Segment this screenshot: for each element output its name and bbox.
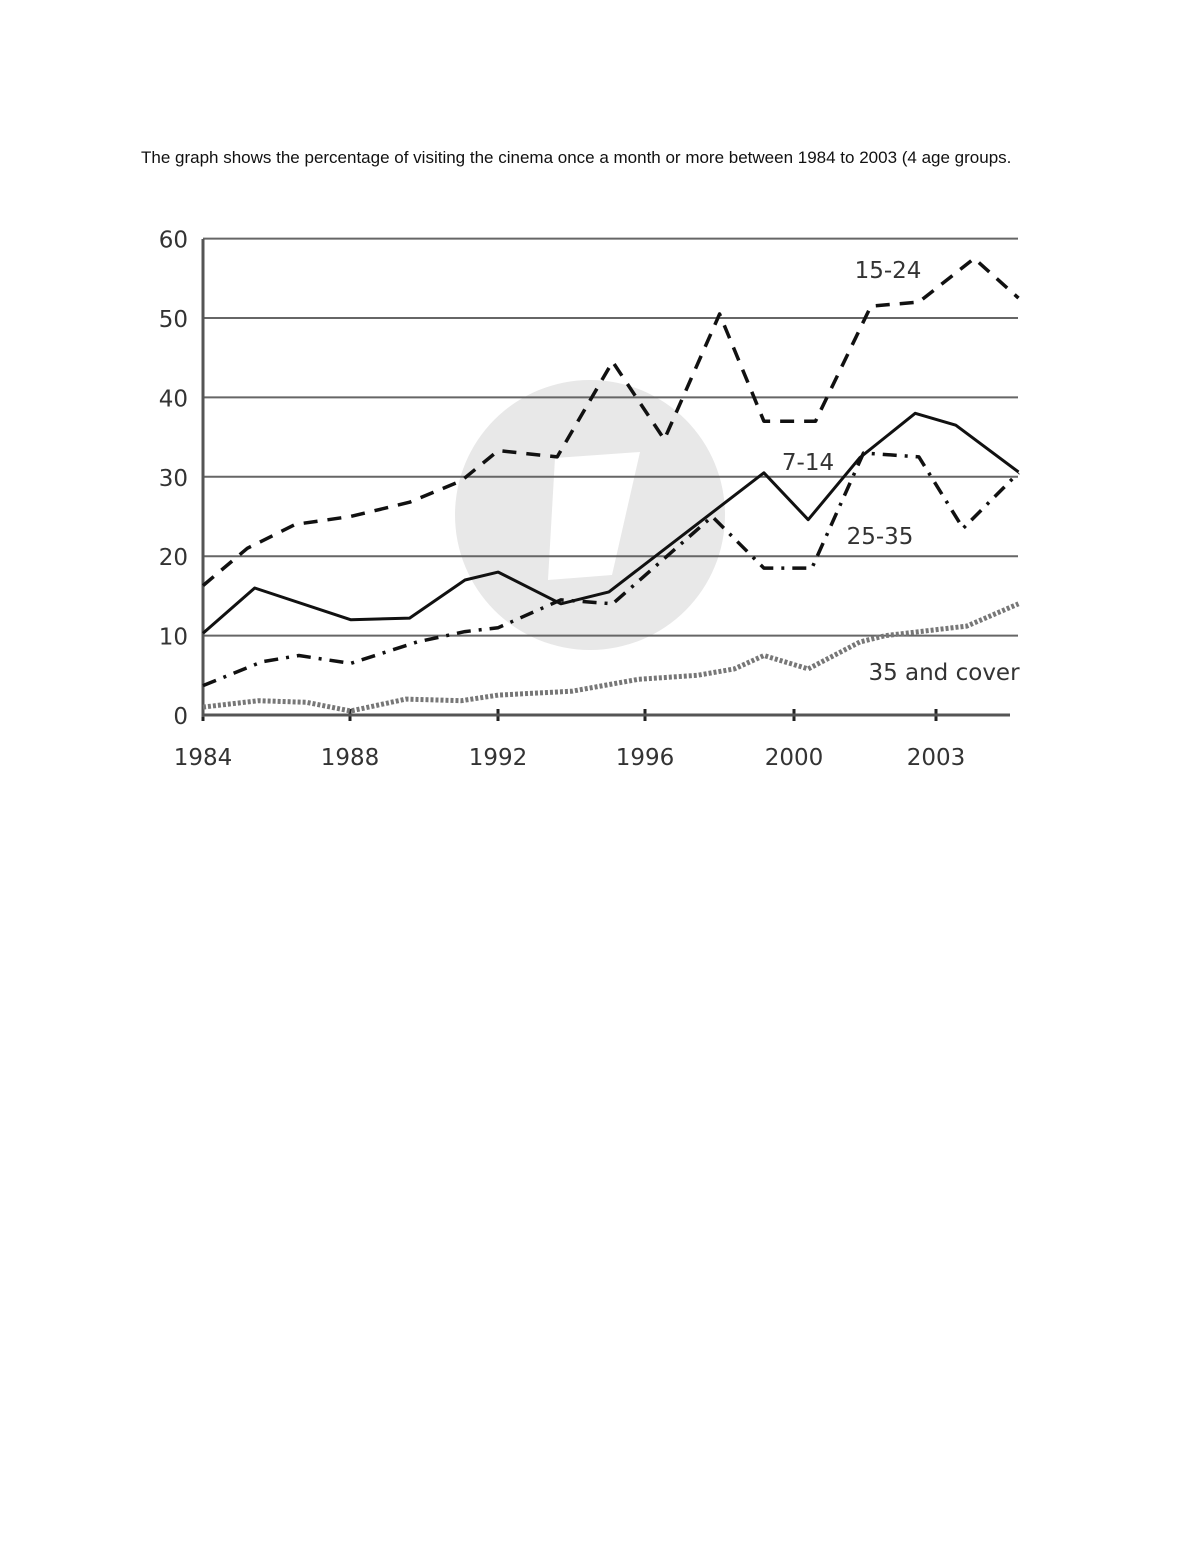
x-axis-ticks: 1984 1988 1992 1996 2000 2003 — [174, 709, 966, 771]
y-axis-ticks: 0 10 20 30 40 50 60 — [159, 228, 188, 730]
series-labels: 7-14 15-24 25-35 35 and cover — [782, 258, 1020, 686]
series-label: 25-35 — [847, 524, 914, 550]
x-tick-label: 2000 — [765, 745, 824, 771]
watermark — [455, 380, 725, 650]
series-7-14 — [202, 411, 1020, 635]
x-tick-label: 2003 — [907, 745, 966, 771]
series-25-35 — [202, 451, 1020, 688]
series-label: 7-14 — [782, 450, 834, 476]
y-tick-label: 20 — [159, 545, 188, 571]
chart-caption: The graph shows the percentage of visiti… — [141, 148, 1012, 167]
series-label: 35 and cover — [868, 660, 1020, 686]
data-series — [201, 256, 1020, 714]
y-tick-label: 60 — [159, 228, 188, 254]
line-chart: 0 10 20 30 40 50 60 1984 1988 1992 1996 2000 2003 7… — [159, 228, 1020, 771]
y-tick-label: 0 — [173, 704, 188, 730]
x-tick-label: 1992 — [469, 745, 528, 771]
y-tick-label: 40 — [159, 386, 188, 412]
x-tick-label: 1996 — [616, 745, 675, 771]
series-35-and-over — [202, 601, 1020, 714]
y-tick-label: 10 — [159, 625, 188, 651]
series-15-24 — [201, 256, 1020, 587]
x-tick-label: 1988 — [321, 745, 380, 771]
y-tick-label: 50 — [159, 307, 188, 333]
x-tick-label: 1984 — [174, 745, 233, 771]
y-tick-label: 30 — [159, 466, 188, 492]
series-label: 15-24 — [855, 258, 922, 284]
